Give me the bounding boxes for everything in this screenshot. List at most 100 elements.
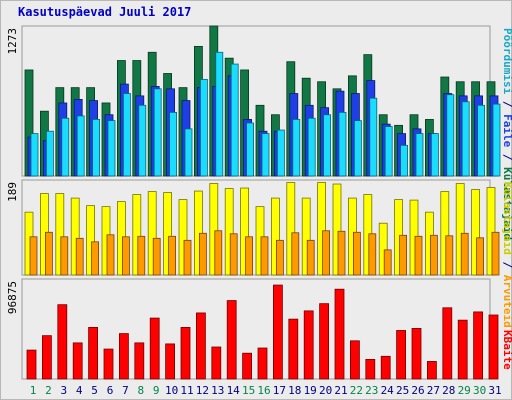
bar-kbytes (411, 328, 422, 380)
bar-sites (122, 236, 130, 276)
bar-visits (440, 191, 450, 276)
bar-visits (317, 182, 327, 276)
x-tick-label: 7 (122, 384, 129, 397)
bar-kbytes (334, 288, 345, 380)
bar-visits (240, 187, 250, 276)
bar-kbytes (442, 307, 453, 380)
bar-pageviews (415, 133, 424, 177)
bar-kbytes (272, 284, 283, 380)
bar-kbytes (226, 300, 237, 380)
x-tick-label: 2 (45, 384, 52, 397)
x-tick-label: 4 (76, 384, 83, 397)
legend-sep-2: / (501, 147, 512, 167)
bar-sites (383, 249, 392, 276)
bar-kbytes (42, 335, 52, 380)
bar-pageviews (261, 133, 270, 177)
bar-pageviews (153, 88, 162, 177)
x-tick-label: 10 (165, 384, 178, 397)
bar-visits (86, 205, 95, 276)
bar-sites (291, 232, 300, 276)
bar-pageviews (430, 133, 439, 177)
bar-kbytes (88, 326, 98, 380)
bar-kbytes (473, 311, 484, 380)
bar-kbytes (26, 349, 37, 380)
bar-visits (209, 183, 219, 276)
ymax-middle: 189 (6, 182, 19, 202)
legend-top: Pöördumisi / Faile / Külastajaid (501, 28, 512, 240)
bar-sites (29, 236, 38, 276)
bar-kbytes (134, 342, 145, 380)
bar-kbytes (119, 333, 129, 380)
bar-sites (60, 236, 69, 276)
bar-pageviews (477, 104, 486, 177)
bar-sites (414, 235, 423, 276)
bar-visits (224, 188, 234, 276)
x-tick-label: 11 (180, 384, 193, 397)
bar-visits (70, 197, 80, 276)
bar-pageviews (92, 119, 100, 177)
bar-kbytes (380, 355, 391, 380)
bar-sites (245, 236, 254, 276)
bar-visits (455, 183, 465, 276)
bar-sites (137, 235, 146, 276)
bar-pageviews (384, 126, 393, 177)
bar-kbytes (365, 358, 376, 380)
x-tick-label: 30 (473, 384, 486, 397)
bar-kbytes (195, 312, 206, 380)
bar-sites (337, 230, 346, 276)
legend-sites: Arvuteid (501, 275, 512, 328)
legend-pageviews: Pöördumisi (501, 28, 512, 95)
bar-pageviews (323, 114, 332, 177)
bar-pageviews (30, 133, 39, 177)
bar-sites (152, 237, 161, 276)
x-tick-label: 24 (381, 384, 395, 397)
bar-pageviews (461, 101, 470, 177)
x-tick-label: 22 (350, 384, 363, 397)
x-tick-label: 14 (227, 384, 241, 397)
legend-sep-3: / (501, 255, 512, 275)
bar-kbytes (426, 361, 437, 380)
bar-kbytes (72, 342, 83, 380)
bar-sites (399, 234, 408, 276)
bar-sites (275, 239, 284, 276)
bar-pageviews (107, 120, 116, 177)
bar-visits (286, 182, 296, 276)
bar-pageviews (292, 119, 301, 177)
chart-title: Kasutuspäevad Juuli 2017 (18, 5, 192, 19)
bar-visits (378, 222, 388, 276)
bar-sites (45, 231, 53, 276)
bar-pageviews (199, 78, 208, 177)
ymax-bottom: 96875 (6, 281, 19, 314)
bar-kbytes (288, 318, 299, 380)
bar-pageviews (76, 115, 85, 177)
x-tick-label: 20 (319, 384, 332, 397)
bar-sites (168, 235, 177, 276)
bar-kbytes (149, 317, 160, 380)
x-tick-label: 9 (153, 384, 160, 397)
bar-visits (332, 183, 342, 276)
bar-sites (75, 237, 84, 276)
bar-sites (491, 231, 500, 276)
bar-kbytes (180, 326, 191, 380)
bar-kbytes (457, 319, 468, 380)
bar-sites (260, 236, 269, 276)
bar-pageviews (446, 94, 455, 177)
bar-pageviews (353, 120, 362, 177)
bar-kbytes (165, 343, 176, 380)
bar-pageviews (230, 63, 239, 177)
x-tick-label: 17 (273, 384, 286, 397)
ymax-top: 1273 (6, 28, 19, 55)
bar-kbytes (396, 330, 407, 380)
bar-kbytes (103, 348, 114, 380)
bar-sites (429, 234, 438, 276)
x-tick-label: 29 (458, 384, 471, 397)
x-tick-label: 12 (196, 384, 209, 397)
bar-visits (471, 189, 481, 276)
legend-middle: Külastajaid / Arvuteid (501, 182, 512, 328)
x-tick-label: 16 (257, 384, 270, 397)
x-tick-label: 19 (304, 384, 317, 397)
x-tick-label: 15 (242, 384, 255, 397)
x-tick-label: 18 (288, 384, 301, 397)
bar-kbytes (349, 340, 360, 380)
bar-kbytes (57, 304, 68, 380)
